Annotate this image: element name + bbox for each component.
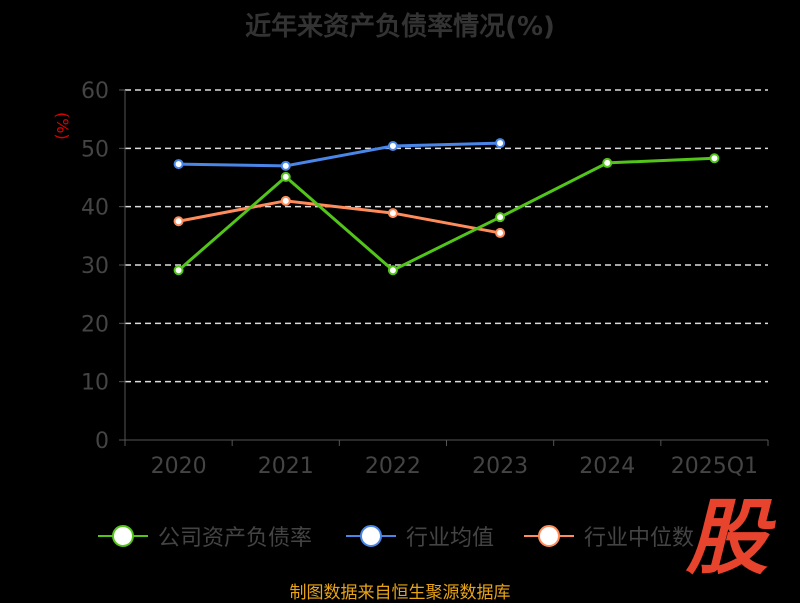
- data-point: [173, 265, 184, 276]
- x-tick-label: 2021: [258, 454, 314, 479]
- data-point: [387, 141, 398, 151]
- x-tick-label: 2025Q1: [671, 454, 758, 479]
- data-point: [280, 160, 291, 171]
- data-point: [280, 195, 291, 206]
- brand-logo: 股: [686, 491, 768, 586]
- legend-marker-icon: [524, 525, 574, 547]
- x-tick-label: 2020: [151, 454, 207, 479]
- data-point: [387, 265, 398, 276]
- y-tick-label: 0: [95, 429, 109, 454]
- x-tick-label: 2024: [579, 454, 635, 479]
- legend-item[interactable]: 行业中位数: [524, 520, 694, 552]
- y-tick-label: 50: [81, 137, 109, 162]
- data-point: [280, 171, 291, 182]
- data-point: [173, 216, 184, 227]
- y-tick-label: 30: [81, 254, 109, 279]
- data-point: [495, 227, 506, 238]
- legend-label: 公司资产负债率: [158, 526, 313, 551]
- data-point: [173, 159, 184, 170]
- x-tick-label: 2022: [365, 454, 421, 479]
- series-line-1: [178, 141, 501, 168]
- series-line-2: [178, 199, 501, 235]
- y-tick-label: 20: [81, 312, 109, 337]
- data-point: [709, 153, 720, 164]
- data-point: [495, 212, 506, 223]
- source-footer: 制图数据来自恒生聚源数据库: [289, 583, 511, 603]
- legend-item[interactable]: 行业均值: [346, 520, 494, 552]
- legend-label: 行业中位数: [584, 526, 695, 551]
- legend-item[interactable]: 公司资产负债率: [98, 520, 312, 552]
- series-line-0: [177, 156, 715, 273]
- legend-marker-icon: [98, 525, 148, 547]
- legend-marker-icon: [346, 525, 396, 547]
- x-tick-label: 2023: [472, 454, 528, 479]
- data-point: [387, 208, 398, 219]
- y-tick-label: 60: [81, 79, 109, 104]
- y-tick-label: 40: [81, 196, 109, 221]
- chart-title: 近年来资产负债率情况(%): [245, 12, 555, 42]
- y-tick-label: 10: [81, 371, 109, 396]
- data-point: [602, 157, 613, 168]
- data-point: [495, 138, 506, 149]
- legend-label: 行业均值: [406, 526, 495, 551]
